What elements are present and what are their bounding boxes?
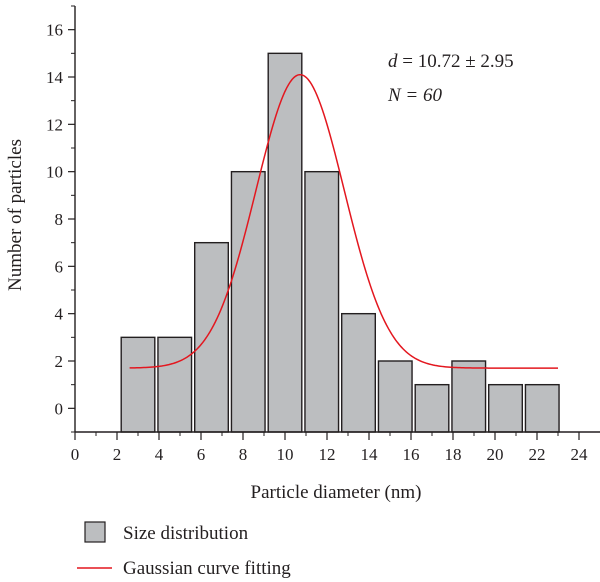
histogram-bar <box>377 360 413 433</box>
histogram-bar <box>304 170 340 433</box>
legend-bar-label: Size distribution <box>123 523 249 544</box>
gaussian-fit-curve <box>129 73 558 369</box>
histogram-bar <box>524 383 560 433</box>
annotation-d-symbol: d <box>388 51 398 72</box>
histogram-bar <box>157 336 193 433</box>
x-tick-label: 4 <box>155 445 164 464</box>
y-tick-label: 10 <box>46 163 63 182</box>
x-axis-title: Particle diameter (nm) <box>251 482 422 503</box>
x-tick-label: 12 <box>319 445 336 464</box>
x-tick-label: 24 <box>571 445 589 464</box>
histogram-bar <box>488 383 524 433</box>
legend-line-label: Gaussian curve fitting <box>123 558 291 579</box>
y-tick-label: 6 <box>55 257 64 276</box>
x-tick-label: 20 <box>487 445 504 464</box>
histogram-bars <box>120 52 560 433</box>
x-tick-label: 2 <box>113 445 122 464</box>
histogram-bar <box>451 360 487 433</box>
y-tick-label: 16 <box>46 21 63 40</box>
x-tick-label: 10 <box>277 445 294 464</box>
histogram-bar <box>341 312 377 433</box>
y-tick-label: 0 <box>55 399 64 418</box>
histogram-bar <box>230 170 266 433</box>
legend: Size distribution Gaussian curve fitting <box>77 521 291 579</box>
x-tick-label: 8 <box>239 445 248 464</box>
x-tick-label: 22 <box>529 445 546 464</box>
legend-bar-swatch <box>84 521 106 543</box>
x-tick-label: 16 <box>403 445 420 464</box>
gaussian-fit-layer <box>129 73 558 369</box>
annotation-sample-count: N = 60 <box>387 85 442 106</box>
annotation-d-value: = 10.72 ± 2.95 <box>398 51 514 72</box>
annotation-mean-diameter: d = 10.72 ± 2.95 <box>388 51 514 72</box>
x-tick-label: 6 <box>197 445 206 464</box>
y-tick-label: 2 <box>55 352 64 371</box>
y-axis-title: Number of particles <box>5 139 26 291</box>
histogram-bar <box>267 52 303 433</box>
x-tick-label: 18 <box>445 445 462 464</box>
x-tick-label: 0 <box>71 445 80 464</box>
histogram-bar <box>193 241 229 433</box>
y-tick-label: 12 <box>46 115 63 134</box>
histogram-bar <box>414 383 450 433</box>
y-tick-label: 14 <box>46 68 64 87</box>
histogram-bar <box>120 336 156 433</box>
y-tick-label: 4 <box>55 305 64 324</box>
x-tick-label: 14 <box>361 445 379 464</box>
y-tick-label: 8 <box>55 210 64 229</box>
